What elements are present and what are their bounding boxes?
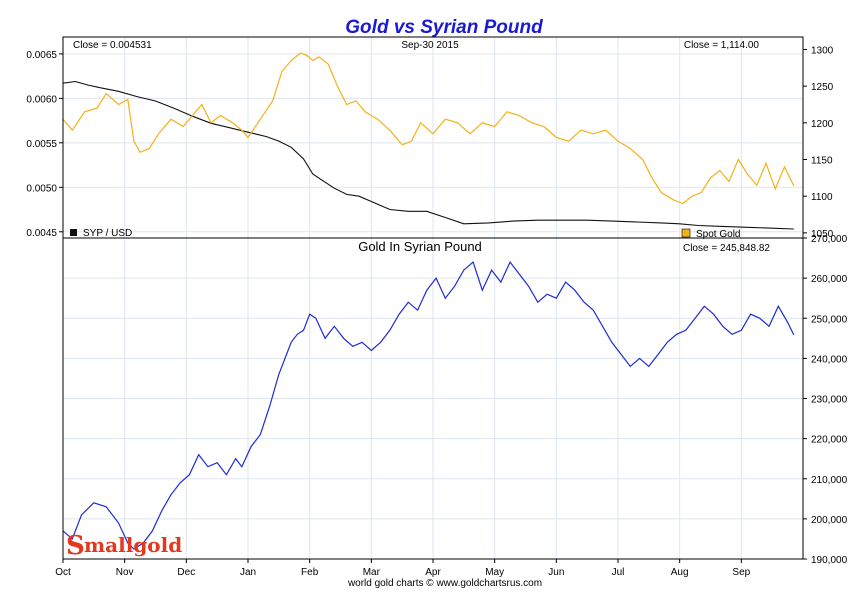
left-y-tick-label: 0.0060 xyxy=(26,94,57,105)
x-tick-label: Mar xyxy=(363,567,381,578)
gold-close-label: Close = 1,114.00 xyxy=(684,40,760,51)
gold-in-syp-series-line xyxy=(62,260,795,550)
logo-text: mallgold xyxy=(84,533,182,557)
left-y-tick-label: 0.0065 xyxy=(26,50,57,61)
right-y-tick-label: 260,000 xyxy=(811,274,848,285)
gold-legend-swatch xyxy=(681,228,691,238)
right-y-tick-label: 1150 xyxy=(811,156,833,167)
right-y-tick-label: 270,000 xyxy=(811,234,848,245)
right-y-tick-label: 1300 xyxy=(811,45,834,56)
right-y-tick-label: 250,000 xyxy=(811,314,848,325)
x-tick-label: Oct xyxy=(55,567,71,578)
x-axis-ticks: Oct Nov Dec Jan Feb Mar Apr May Jun Jul Aug Sep xyxy=(55,559,751,578)
bottom-panel-frame xyxy=(62,237,804,560)
x-tick-label: Nov xyxy=(116,567,134,578)
right-y-tick-label: 200,000 xyxy=(811,515,848,526)
x-tick-label: Aug xyxy=(671,567,689,578)
x-tick-label: Jul xyxy=(612,567,625,578)
left-y-tick-label: 0.0050 xyxy=(26,183,57,194)
syp-usd-series-line xyxy=(62,80,794,230)
right-y-tick-label: 1200 xyxy=(811,119,834,130)
right-y-tick-label: 1050 xyxy=(811,229,834,240)
right-y-tick-label: 210,000 xyxy=(811,475,848,486)
top-left-axis-ticks: 0.0045 0.0050 0.0055 0.0060 0.0065 xyxy=(26,50,63,239)
right-y-tick-label: 190,000 xyxy=(811,555,848,566)
x-tick-label: Apr xyxy=(425,567,441,578)
right-y-tick-label: 220,000 xyxy=(811,435,848,446)
right-y-tick-label: 1250 xyxy=(811,82,834,93)
right-y-tick-label: 1100 xyxy=(811,192,833,203)
spot-gold-series-line xyxy=(62,52,795,205)
logo-initial: S xyxy=(66,531,85,561)
right-y-tick-label: 240,000 xyxy=(811,354,848,365)
x-tick-label: Sep xyxy=(732,567,750,578)
gold-legend-label: Spot Gold xyxy=(696,229,740,240)
syp-legend-label: SYP / USD xyxy=(83,228,132,239)
smallgold-logo: S mallgold xyxy=(66,531,182,561)
bottom-close-label: Close = 245,848.82 xyxy=(683,243,770,254)
x-tick-label: Jun xyxy=(548,567,564,578)
date-label: Sep-30 2015 xyxy=(401,40,459,51)
syp-close-label: Close = 0.004531 xyxy=(73,40,152,51)
x-tick-label: Feb xyxy=(301,567,319,578)
x-tick-label: Dec xyxy=(177,567,195,578)
credit-text: world gold charts © www.goldchartsrus.co… xyxy=(347,578,542,589)
chart-title: Gold vs Syrian Pound xyxy=(345,17,543,38)
left-y-tick-label: 0.0055 xyxy=(26,139,57,150)
right-y-tick-label: 230,000 xyxy=(811,395,848,406)
top-right-axis-ticks: 1050 1100 1150 1200 1250 1300 xyxy=(803,45,834,240)
x-tick-label: Jan xyxy=(240,567,256,578)
bottom-panel-title: Gold In Syrian Pound xyxy=(358,239,482,254)
syp-legend-swatch xyxy=(70,229,77,236)
left-y-tick-label: 0.0045 xyxy=(26,228,57,239)
bottom-right-axis-ticks: 190,000 200,000 210,000 220,000 230,000 240,0… xyxy=(803,234,848,566)
x-tick-label: May xyxy=(485,567,504,578)
